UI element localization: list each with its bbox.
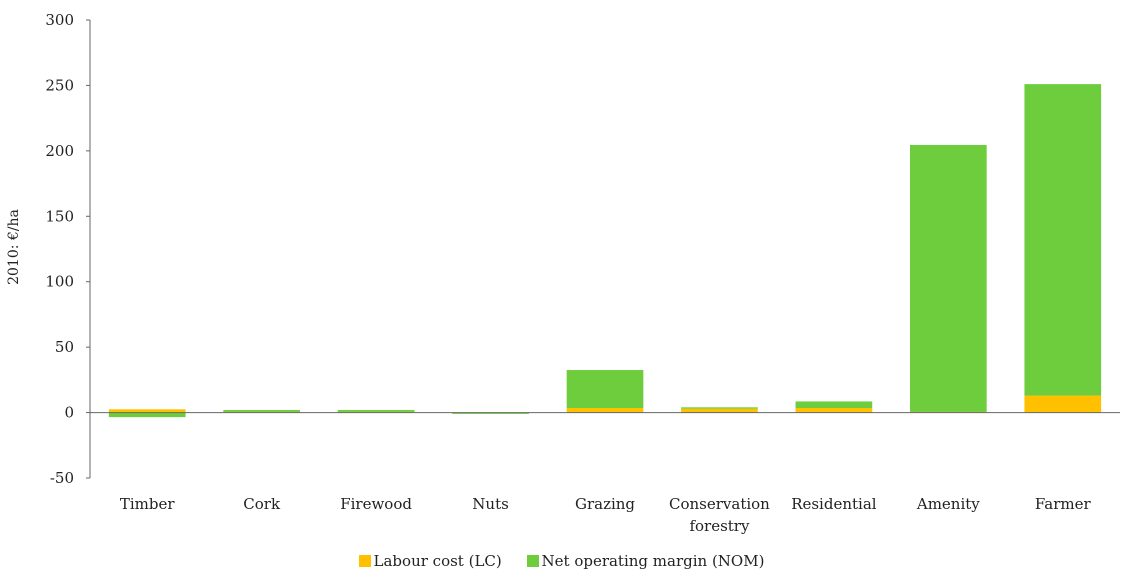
legend-swatch-net-operating-margin — [526, 555, 539, 567]
x-tick-label: Nuts — [472, 495, 509, 513]
legend-item-labour-cost: Labour cost (LC) — [358, 552, 502, 570]
bar-labour-cost — [108, 409, 186, 413]
x-tick-label: Firewood — [340, 495, 412, 513]
bar-net-operating-margin — [909, 144, 987, 412]
x-tick-label: Residential — [791, 495, 877, 513]
bar-labour-cost — [795, 407, 873, 413]
x-tick-label: Timber — [120, 495, 176, 513]
bar-net-operating-margin — [795, 401, 873, 408]
legend-label-net-operating-margin: Net operating margin (NOM) — [541, 552, 765, 570]
bar-net-operating-margin — [337, 409, 415, 412]
x-tick-label: Grazing — [575, 495, 635, 513]
bar-labour-cost — [681, 408, 758, 413]
y-tick-label: -50 — [50, 469, 74, 487]
y-tick-label: 150 — [45, 207, 74, 225]
x-tick-label: Farmer — [1035, 495, 1092, 513]
y-axis: -50 0 50 100 150 200 250 300 — [45, 11, 91, 487]
bars — [108, 84, 1102, 418]
bar-net-operating-margin — [452, 412, 529, 414]
bar-net-operating-margin — [108, 412, 186, 418]
legend-swatch-labour-cost — [358, 555, 371, 567]
y-tick-label: 100 — [45, 273, 74, 291]
chart-legend: Labour cost (LC) Net operating margin (N… — [0, 552, 1123, 571]
y-tick-label: 0 — [64, 404, 74, 422]
bar-labour-cost — [1024, 395, 1102, 413]
bar-net-operating-margin — [566, 370, 644, 408]
bar-labour-cost — [566, 407, 644, 413]
y-axis-label: 2010: €/ha — [6, 209, 22, 285]
bar-net-operating-margin — [1024, 84, 1102, 396]
y-tick-label: 200 — [45, 142, 74, 160]
x-tick-label: Cork — [243, 495, 281, 513]
x-tick-label: forestry — [689, 517, 750, 535]
y-tick-label: 250 — [45, 76, 74, 94]
legend-item-net-operating-margin: Net operating margin (NOM) — [526, 552, 765, 570]
bar-net-operating-margin — [223, 409, 301, 412]
bar-net-operating-margin — [681, 407, 758, 409]
x-tick-label: Amenity — [916, 495, 980, 513]
legend-label-labour-cost: Labour cost (LC) — [373, 552, 502, 570]
y-tick-label: 300 — [45, 11, 74, 29]
x-tick-label: Conservation — [669, 495, 770, 513]
x-axis: Timber Cork Firewood Nuts Grazing Conservatio… — [90, 412, 1120, 535]
y-tick-label: 50 — [55, 338, 74, 356]
